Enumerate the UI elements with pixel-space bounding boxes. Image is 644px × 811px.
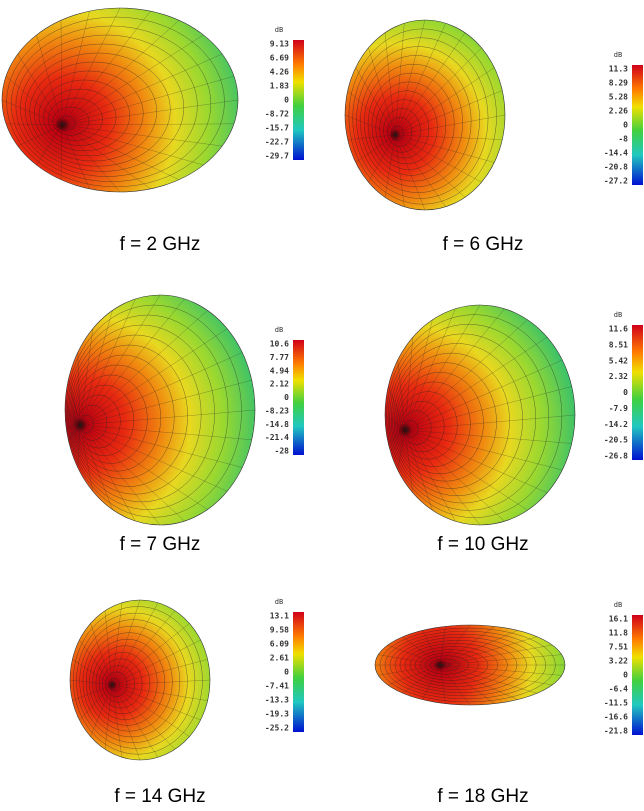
colorbar-label: 0 [623, 121, 628, 130]
colorbar-label: -13.3 [265, 696, 289, 705]
colorbar-label: -26.8 [604, 452, 628, 461]
colorbar-label: 13.1 [270, 612, 289, 621]
colorbar-label: -14.8 [265, 420, 289, 429]
colorbar-unit: dB [275, 598, 283, 606]
colorbar-label: 1.83 [270, 82, 289, 91]
colorbar-label: 0 [623, 388, 628, 397]
colorbar-label: 7.77 [270, 353, 289, 362]
colorbar-label: 11.6 [609, 325, 628, 334]
colorbar-unit: dB [614, 601, 622, 609]
colorbar-label: 8.29 [609, 79, 628, 88]
colorbar-label: 5.42 [609, 356, 628, 365]
figure: dB 9.13 6.69 4.26 1.83 0 -8.72 -15.7 -22.7 -29.7 f… [0, 0, 644, 811]
pattern-panel: dB 13.1 9.58 6.09 2.61 0 -7.41 -13.3 -19.3 -25.2 f… [70, 598, 304, 807]
colorbar-label: -6.4 [609, 685, 628, 694]
colorbar-label: 8.51 [609, 340, 628, 349]
colorbar [293, 340, 304, 455]
pattern-panel: dB 10.6 7.77 4.94 2.12 0 -8.23 -14.8 -21.4 -28 f =… [65, 295, 304, 555]
colorbar-label: -8 [618, 135, 628, 144]
colorbar-label: 2.61 [270, 654, 289, 663]
colorbar [293, 40, 304, 160]
colorbar [632, 65, 643, 185]
colorbar-label: -7.41 [265, 682, 289, 691]
colorbar-label: 2.32 [609, 372, 628, 381]
colorbar-unit: dB [275, 26, 283, 34]
colorbar-label: 5.28 [609, 93, 628, 102]
colorbar-label: -14.4 [604, 149, 628, 158]
pattern-panel: dB 9.13 6.69 4.26 1.83 0 -8.72 -15.7 -22.7 -29.7 f… [2, 8, 304, 255]
colorbar-label: 0 [623, 671, 628, 680]
colorbar-label: 7.51 [609, 643, 628, 652]
colorbar-label: 6.69 [270, 54, 289, 63]
colorbar-label: 0 [284, 393, 289, 402]
colorbar-label: -8.72 [265, 110, 289, 119]
colorbar-label: 11.3 [609, 65, 628, 74]
colorbar-label: 11.8 [609, 629, 628, 638]
pattern-panel: dB 11.3 8.29 5.28 2.26 0 -8 -14.4 -20.8 -27.2 f = … [345, 20, 643, 255]
colorbar-label: -29.7 [265, 152, 289, 161]
colorbar-label: -25.2 [265, 724, 289, 733]
colorbar-label: -27.2 [604, 177, 628, 186]
colorbar-label: 9.58 [270, 626, 289, 635]
radiation-pattern [385, 305, 575, 525]
colorbar-label: -21.4 [265, 433, 289, 442]
colorbar-label: -22.7 [265, 138, 289, 147]
colorbar-label: 3.22 [609, 657, 628, 666]
colorbar-label: -7.9 [609, 404, 628, 413]
caption: f = 18 GHz [437, 786, 528, 807]
caption: f = 10 GHz [437, 534, 528, 555]
colorbar [632, 615, 643, 735]
colorbar-label: 0 [284, 96, 289, 105]
colorbar-label: -19.3 [265, 710, 289, 719]
colorbar-label: -15.7 [265, 124, 289, 133]
colorbar-label: -20.5 [604, 436, 628, 445]
colorbar [293, 612, 304, 732]
colorbar-label: -21.8 [604, 727, 628, 736]
colorbar-label: 0 [284, 668, 289, 677]
colorbar-label: 4.94 [270, 366, 289, 375]
colorbar-unit: dB [275, 326, 283, 334]
colorbar-label: -16.6 [604, 713, 628, 722]
colorbar-label: 2.12 [270, 380, 289, 389]
colorbar-label: -11.5 [604, 699, 628, 708]
colorbar-label: 16.1 [609, 615, 628, 624]
colorbar-label: 2.26 [609, 107, 628, 116]
caption: f = 7 GHz [120, 534, 201, 555]
colorbar-label: 4.26 [270, 68, 289, 77]
colorbar-label: -14.2 [604, 420, 628, 429]
radiation-pattern [65, 295, 255, 525]
colorbar-label: -20.8 [604, 163, 628, 172]
colorbar-label: 9.13 [270, 40, 289, 49]
colorbar-label: -28 [275, 447, 290, 456]
caption: f = 2 GHz [120, 234, 201, 255]
colorbar-label: -8.23 [265, 406, 289, 415]
colorbar-unit: dB [614, 51, 622, 59]
caption: f = 14 GHz [114, 786, 205, 807]
pattern-panel: dB 11.6 8.51 5.42 2.32 0 -7.9 -14.2 -20.5 -26.8 f … [385, 305, 643, 555]
pattern-panel: dB 16.1 11.8 7.51 3.22 0 -6.4 -11.5 -16.6 -21.8 f … [375, 601, 643, 807]
colorbar [632, 325, 643, 460]
colorbar-label: 10.6 [270, 340, 289, 349]
colorbar-unit: dB [614, 311, 622, 319]
caption: f = 6 GHz [443, 234, 524, 255]
colorbar-label: 6.09 [270, 640, 289, 649]
